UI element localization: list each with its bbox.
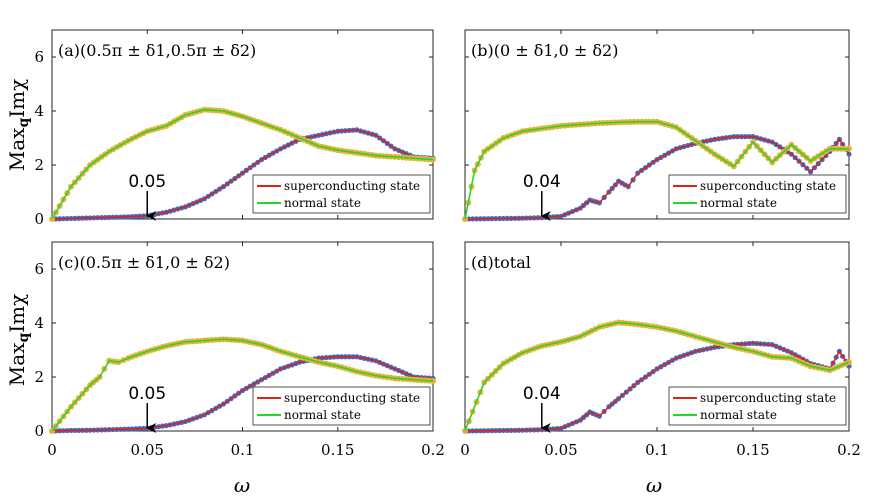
- panel-c: 0 0.05 0.1 0.15 0.2 0 2 4 6 (c)(0.5π ± δ1,0 ± δ2)…: [34, 241, 445, 459]
- series-line: [51, 356, 434, 432]
- annotation-label: 0.05: [128, 172, 166, 192]
- legend-entry: superconducting state: [700, 391, 836, 405]
- legend-d: superconducting state normal state: [668, 386, 847, 426]
- panel-d: 0 0.05 0.1 0.15 0.2 (d)total 0.04 superconducti…: [460, 241, 861, 459]
- legend-entry: normal state: [700, 408, 777, 422]
- series-line: [464, 135, 850, 220]
- series-line: [51, 129, 434, 220]
- x-tick-label: 0.1: [645, 441, 669, 459]
- y-tick-label: 6: [34, 260, 44, 278]
- series-line: [51, 338, 434, 432]
- legend-box: [252, 386, 431, 426]
- series-superconducting-b: [462, 134, 852, 222]
- legend-box: [252, 174, 431, 214]
- series-line: [464, 121, 849, 220]
- legend-box: [668, 386, 847, 426]
- series-line: [464, 342, 850, 432]
- x-tick-label: 0: [47, 441, 57, 459]
- legend-box: [668, 174, 847, 214]
- legend-c: superconducting state normal state: [252, 386, 431, 426]
- legend-entry: normal state: [700, 196, 777, 210]
- x-axis-label-left: ω: [234, 473, 250, 497]
- x-tick-label: 0.15: [736, 441, 769, 459]
- annotation-label: 0.05: [128, 384, 166, 404]
- y-tick-label: 4: [34, 314, 44, 332]
- panel-title: (c)(0.5π ± δ1,0 ± δ2): [58, 253, 230, 272]
- series-line: [51, 108, 434, 220]
- y-tick-label: 0: [34, 210, 44, 228]
- series-normal-d: [462, 319, 852, 434]
- legend-entry: superconducting state: [284, 179, 420, 193]
- panel-title: (a)(0.5π ± δ1,0.5π ± δ2): [58, 41, 256, 60]
- y-axis-label-top: MaxqImχ: [5, 79, 32, 171]
- series-line: [464, 321, 850, 432]
- series-normal-a: [49, 106, 436, 222]
- panel-title: (b)(0 ± δ1,0 ± δ2): [471, 41, 618, 60]
- x-tick-label: 0.15: [321, 441, 354, 459]
- y-tick-label: 2: [34, 368, 44, 386]
- annotation-label: 0.04: [523, 384, 561, 404]
- series-normal-b: [462, 118, 852, 222]
- panel-title: (d)total: [471, 253, 531, 272]
- panel-b: (b)(0 ± δ1,0 ± δ2) 0.04 superconducting st…: [462, 29, 852, 222]
- x-tick-label: 0.2: [421, 441, 445, 459]
- y-tick-label: 6: [34, 48, 44, 66]
- x-tick-label: 0: [460, 441, 470, 459]
- series-normal-c: [49, 336, 436, 434]
- x-tick-label: 0.1: [231, 441, 255, 459]
- panel-a: 0 2 4 6 (a)(0.5π ± δ1,0.5π ± δ2) 0.05 supercon…: [34, 29, 436, 228]
- x-tick-label: 0.05: [131, 441, 164, 459]
- y-tick-label: 0: [34, 422, 44, 440]
- legend-b: superconducting state normal state: [668, 174, 847, 214]
- annotation-label: 0.04: [523, 172, 561, 192]
- legend-a: superconducting state normal state: [252, 174, 431, 214]
- legend-entry: normal state: [284, 408, 361, 422]
- legend-entry: superconducting state: [700, 179, 836, 193]
- x-tick-label: 0.2: [837, 441, 861, 459]
- legend-entry: superconducting state: [284, 391, 420, 405]
- x-axis-label-right: ω: [646, 473, 662, 497]
- x-tick-label: 0.05: [544, 441, 577, 459]
- y-axis-label-bottom: MaxqImχ: [5, 294, 32, 386]
- legend-entry: normal state: [284, 196, 361, 210]
- y-tick-label: 4: [34, 102, 44, 120]
- y-tick-label: 2: [34, 156, 44, 174]
